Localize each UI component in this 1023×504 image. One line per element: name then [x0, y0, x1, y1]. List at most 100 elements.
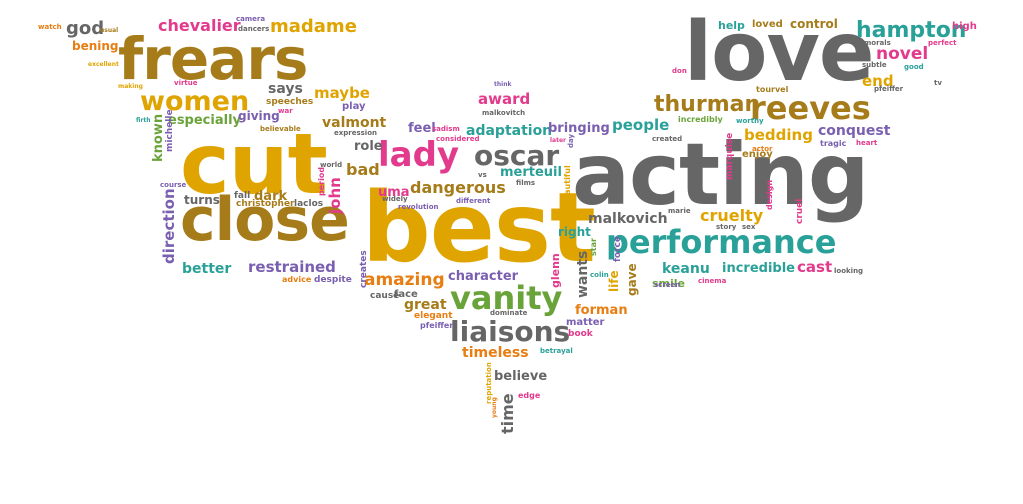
word-turns: turns [184, 193, 220, 207]
word-believe: believe [494, 369, 548, 384]
word-marie: marie [668, 207, 691, 215]
word-dancers: dancers [238, 25, 270, 33]
word-keanu: keanu [662, 261, 710, 277]
word-sex: sex [742, 223, 756, 231]
word-despite: despite [314, 275, 352, 285]
word-role: role [354, 139, 383, 154]
word-gave: gave [625, 263, 639, 296]
word-frears: frears [118, 25, 308, 93]
word-worthy: worthy [736, 117, 764, 125]
word-cause: cause [370, 291, 400, 301]
word-says: says [268, 81, 303, 97]
word-uma: uma [378, 185, 410, 200]
word-incredibly: incredibly [678, 115, 723, 124]
word-marquise: marquise [725, 132, 735, 180]
word-forman: forman [575, 303, 628, 318]
word-novel: novel [876, 44, 929, 64]
word-tourvel: tourvel [756, 85, 789, 94]
word-best: best [362, 172, 596, 284]
word-face: face [394, 289, 418, 300]
word-advice: advice [282, 275, 312, 284]
word-cast: cast [797, 258, 833, 276]
word-beautiful: beautiful [563, 165, 572, 206]
word-dangerous: dangerous [410, 178, 506, 197]
word-different: different [456, 197, 491, 205]
word-later: later [550, 137, 567, 144]
word-period: period [317, 166, 326, 196]
word-bedding: bedding [744, 126, 813, 144]
word-valmont: valmont [322, 115, 387, 131]
word-hampton: hampton [856, 18, 967, 43]
word-created: created [652, 135, 683, 143]
word-adaptation: adaptation [466, 123, 553, 139]
word-giving: giving [238, 109, 280, 123]
word-star: star [589, 238, 598, 256]
word-known: known [151, 113, 166, 162]
word-especially: especially [168, 113, 241, 128]
word-perfect: perfect [928, 39, 957, 47]
word-control: control [790, 17, 838, 31]
word-heart: heart [856, 139, 878, 147]
word-malkovich: malkovich [588, 211, 668, 227]
word-force: force [613, 236, 623, 262]
word-looking: looking [834, 267, 864, 275]
word-book: book [568, 329, 593, 339]
word-feel: feel [408, 121, 436, 136]
word-oscar: oscar [474, 139, 560, 172]
word-help: help [718, 19, 745, 32]
word-edge: edge [518, 391, 541, 400]
word-vanity: vanity [450, 279, 563, 317]
word-don: don [672, 67, 687, 75]
word-course: course [160, 181, 187, 189]
word-love: love [684, 5, 875, 100]
word-usual: usual [100, 27, 119, 34]
word-firth: firth [136, 117, 151, 124]
word-expression: expression [334, 129, 377, 137]
word-people: people [612, 116, 670, 134]
word-direction: direction [160, 188, 178, 264]
word-smile: smile [652, 277, 686, 290]
word-fall: fall [234, 191, 251, 201]
word-vs: vs [478, 171, 487, 179]
word-subtle: subtle [862, 61, 887, 69]
word-bad: bad [346, 160, 380, 179]
word-design: design [765, 179, 774, 210]
word-creates: creates [359, 250, 369, 288]
word-cinema: cinema [698, 277, 727, 285]
word-cruel: cruel [795, 198, 805, 224]
word-malkovitch: malkovitch [482, 109, 526, 117]
word-better: better [182, 261, 232, 277]
word-sadism: sadism [432, 125, 460, 133]
word-elegant: elegant [414, 311, 453, 321]
word-incredible: incredible [722, 261, 795, 276]
word-day: day [567, 133, 575, 148]
word-believable: believable [260, 125, 301, 133]
word-conquest: conquest [818, 123, 891, 139]
word-revolution: revolution [398, 203, 439, 211]
word-matter: matter [566, 317, 605, 328]
word-liaisons: liaisons [450, 315, 571, 348]
word-end: end [862, 72, 894, 90]
word-glenn: glenn [549, 253, 562, 288]
word-tragic: tragic [820, 139, 847, 148]
word-thurman: thurman [654, 92, 761, 117]
word-widely: widely [382, 195, 408, 203]
word-world: world [320, 161, 343, 169]
word-chevalier: chevalier [158, 16, 241, 35]
word-close: close [180, 185, 350, 255]
word-acting: acting [572, 125, 869, 225]
word-amazing: amazing [364, 270, 445, 290]
word-women: women [140, 86, 250, 117]
word-performance: performance [606, 223, 837, 261]
word-excellent: excellent [88, 61, 119, 68]
word-making: making [118, 83, 143, 90]
word-films: films [516, 179, 536, 187]
word-award: award [478, 90, 531, 108]
word-loved: loved [752, 19, 783, 30]
word-christopher: christopher [236, 199, 295, 209]
word-play: play [342, 101, 366, 112]
word-betrayal: betrayal [540, 347, 573, 355]
word-laclos: laclos [294, 199, 324, 209]
word-speeches: speeches [266, 97, 314, 107]
